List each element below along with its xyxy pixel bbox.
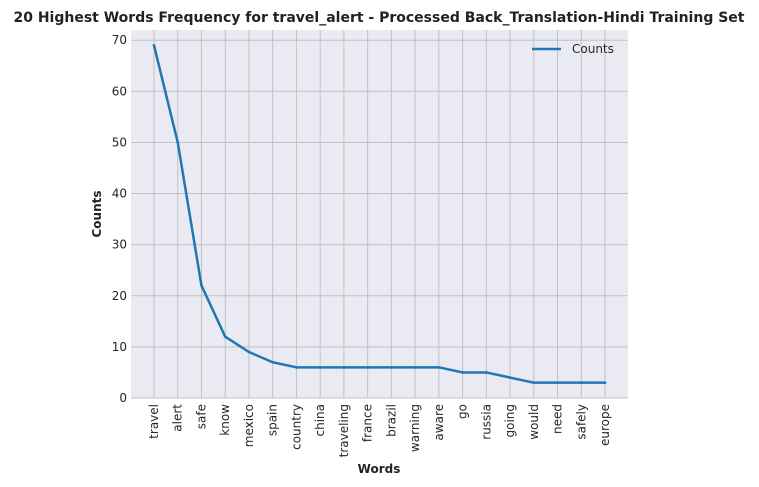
data-point: [485, 371, 488, 374]
series-line-0: [152, 44, 607, 384]
chart-title: 20 Highest Words Frequency for travel_al…: [13, 10, 744, 26]
data-point: [532, 381, 536, 384]
y-tick-label: 0: [119, 391, 127, 405]
data-point: [603, 381, 607, 384]
x-tick-label: going: [503, 404, 517, 438]
data-point: [366, 366, 369, 369]
x-tick-label: would: [527, 404, 541, 440]
x-tick-label: brazil: [384, 404, 398, 437]
x-tick-label: know: [218, 404, 232, 436]
x-tick-label: travel: [147, 404, 161, 439]
data-point: [223, 335, 227, 338]
x-tick-label: need: [551, 404, 565, 434]
y-tick-label: 20: [112, 289, 127, 303]
x-tick-label: aware: [432, 404, 446, 441]
data-point: [342, 366, 346, 369]
y-tick-label: 30: [112, 238, 127, 252]
x-tick-label: europe: [598, 404, 612, 446]
x-tick-label: spain: [266, 404, 280, 436]
data-point: [413, 366, 417, 369]
data-point: [200, 284, 203, 287]
data-point: [461, 371, 464, 374]
y-tick-label: 40: [112, 187, 127, 201]
legend: Counts: [532, 42, 614, 56]
data-point: [390, 366, 393, 369]
x-tick-label: warning: [408, 404, 422, 452]
data-point: [176, 141, 180, 144]
x-tick-label: country: [289, 404, 303, 450]
x-tick-label: mexico: [242, 404, 256, 447]
x-tick-label: russia: [479, 404, 493, 440]
data-point: [579, 381, 583, 384]
y-axis-ticks: 0 10 20 30 40 50 60 70: [112, 33, 127, 405]
x-tick-label: france: [361, 404, 375, 442]
y-tick-label: 70: [112, 33, 127, 47]
x-axis-ticks: travel alert safe know mexico spain country chi…: [147, 404, 612, 458]
x-tick-label: china: [313, 404, 327, 437]
data-point: [508, 376, 512, 379]
x-tick-label: safely: [574, 404, 588, 440]
data-point: [556, 381, 559, 384]
data-point: [318, 366, 322, 369]
data-point: [152, 44, 156, 47]
x-tick-label: safe: [194, 404, 208, 429]
y-tick-label: 50: [112, 135, 127, 149]
gridlines: [131, 30, 628, 399]
x-tick-label: alert: [171, 404, 185, 432]
data-point: [295, 366, 298, 369]
x-tick-label: traveling: [337, 404, 351, 457]
data-point: [437, 366, 441, 369]
series-group: [152, 44, 607, 384]
x-axis-label: Words: [358, 462, 401, 476]
y-tick-label: 10: [112, 340, 127, 354]
x-tick-label: go: [456, 404, 470, 419]
plot-area: [131, 30, 628, 398]
legend-label-counts: Counts: [572, 42, 614, 56]
y-tick-label: 60: [112, 84, 127, 98]
data-point: [271, 360, 274, 364]
data-point: [247, 350, 251, 354]
y-axis-label: Counts: [90, 190, 104, 237]
